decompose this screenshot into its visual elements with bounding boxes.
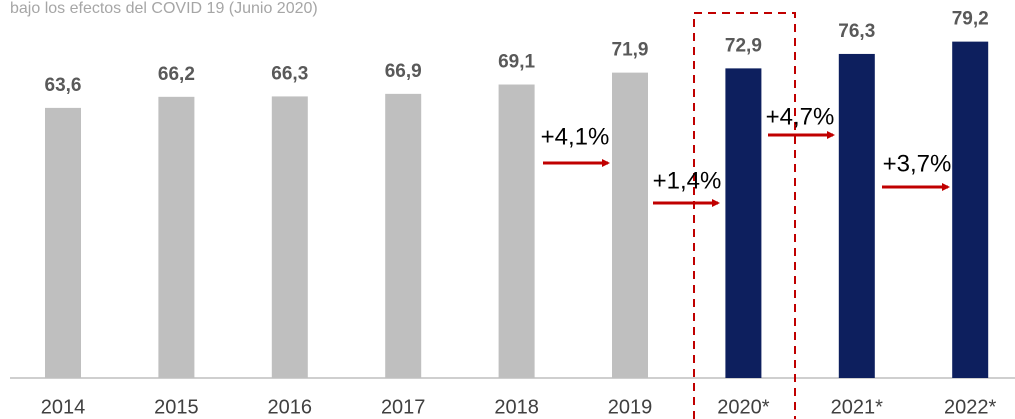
value-label: 71,9 bbox=[612, 40, 649, 61]
bar bbox=[838, 53, 875, 378]
x-tick-label: 2014 bbox=[41, 396, 86, 418]
x-tick-label: 2022* bbox=[944, 396, 996, 418]
growth-label: +4,1% bbox=[541, 123, 610, 150]
x-tick-label: 2021* bbox=[831, 396, 883, 418]
value-label: 66,9 bbox=[385, 61, 422, 82]
value-label: 69,1 bbox=[498, 52, 535, 73]
subtitle: bajo los efectos del COVID 19 (Junio 202… bbox=[10, 0, 318, 17]
x-tick-label: 2015 bbox=[154, 396, 199, 418]
bar bbox=[952, 41, 989, 379]
bar bbox=[612, 72, 648, 379]
value-label: 63,6 bbox=[45, 75, 82, 96]
bar bbox=[45, 107, 81, 378]
value-label: 72,9 bbox=[725, 35, 762, 56]
value-label: 66,2 bbox=[158, 64, 195, 85]
bar bbox=[158, 96, 195, 379]
x-tick-label: 2016 bbox=[268, 396, 313, 418]
value-label: 79,2 bbox=[952, 9, 989, 30]
bar bbox=[725, 68, 762, 379]
bar bbox=[385, 93, 422, 379]
x-tick-label: 2020* bbox=[717, 396, 769, 418]
highlight-box bbox=[693, 12, 796, 419]
bar bbox=[498, 84, 535, 378]
bar bbox=[271, 96, 308, 378]
x-tick-label: 2018 bbox=[494, 396, 539, 418]
x-tick-label: 2017 bbox=[381, 396, 426, 418]
x-tick-label: 2019 bbox=[608, 396, 653, 418]
value-label: 66,3 bbox=[271, 63, 308, 84]
value-label: 76,3 bbox=[838, 21, 875, 42]
growth-label: +1,4% bbox=[653, 167, 722, 194]
growth-label: +4,7% bbox=[766, 103, 835, 130]
growth-label: +3,7% bbox=[883, 150, 952, 177]
